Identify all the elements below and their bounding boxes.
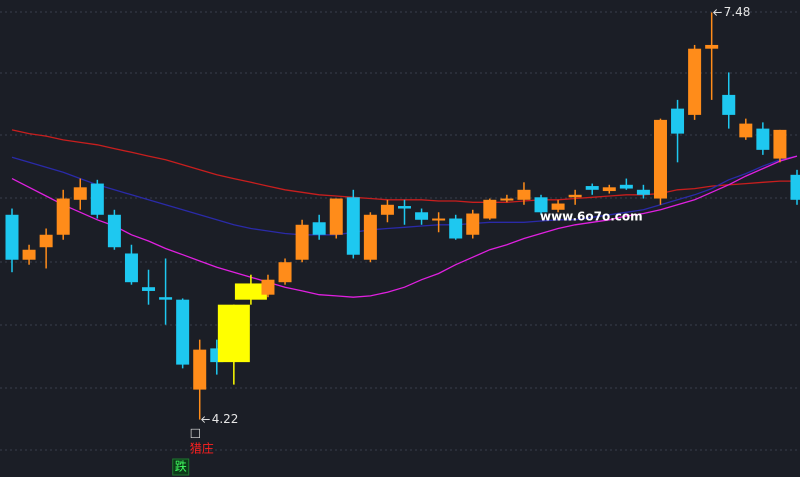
ma-line [11,129,797,203]
signal-down: 跌 [175,459,187,474]
candle-body [773,129,787,159]
label-arrow [201,416,210,423]
candle-body [585,186,599,190]
watermark: www.6o7o.com [540,210,643,224]
candle-body [415,212,429,220]
candle-body [551,203,565,210]
candle-body [398,206,411,209]
candle-body [653,119,667,199]
extreme-label: 4.22 [212,412,239,426]
candle-body [602,187,616,192]
candle-body [159,297,173,300]
candle-body [278,262,292,283]
candle-body [722,94,736,115]
candle-body [329,198,343,235]
candle-body [688,48,702,115]
candle-body [739,123,753,138]
candle-body [5,214,19,260]
candle-body [73,187,87,200]
candle-body [619,184,633,189]
candle-body [193,349,207,390]
candle-body [124,253,138,283]
extreme-label: 7.48 [724,5,751,19]
candle-body [380,204,394,215]
candle-body [483,199,497,219]
candle-body [295,224,309,260]
candle-body [790,174,800,200]
ma-line [11,155,798,236]
candle-body [363,214,377,260]
candle-body [705,44,719,49]
candle-body [217,304,250,363]
candle-body [500,198,514,201]
candle-body [312,222,326,235]
candle-body [636,189,650,195]
label-arrow [712,9,722,16]
candle-body [107,214,121,248]
candle-body [22,249,36,260]
candle-body [346,197,360,255]
candle-body [176,299,190,365]
candle-body [568,194,582,198]
candle-body [534,197,548,213]
candle-body [39,234,53,248]
candle-body [671,108,685,134]
candle-body [90,183,104,215]
candle-body [432,218,446,221]
candle-body [449,218,463,239]
ma-line [11,155,798,298]
candle-body [234,283,267,300]
candle-body [56,198,70,235]
marker: □ [190,426,201,440]
candle-body [142,287,156,291]
candle-body [466,213,480,235]
candle-body [261,279,275,295]
candle-body [756,128,770,150]
candle-body [517,189,531,200]
signal-label: 猎庄 [190,441,214,456]
signal-box [172,458,190,476]
